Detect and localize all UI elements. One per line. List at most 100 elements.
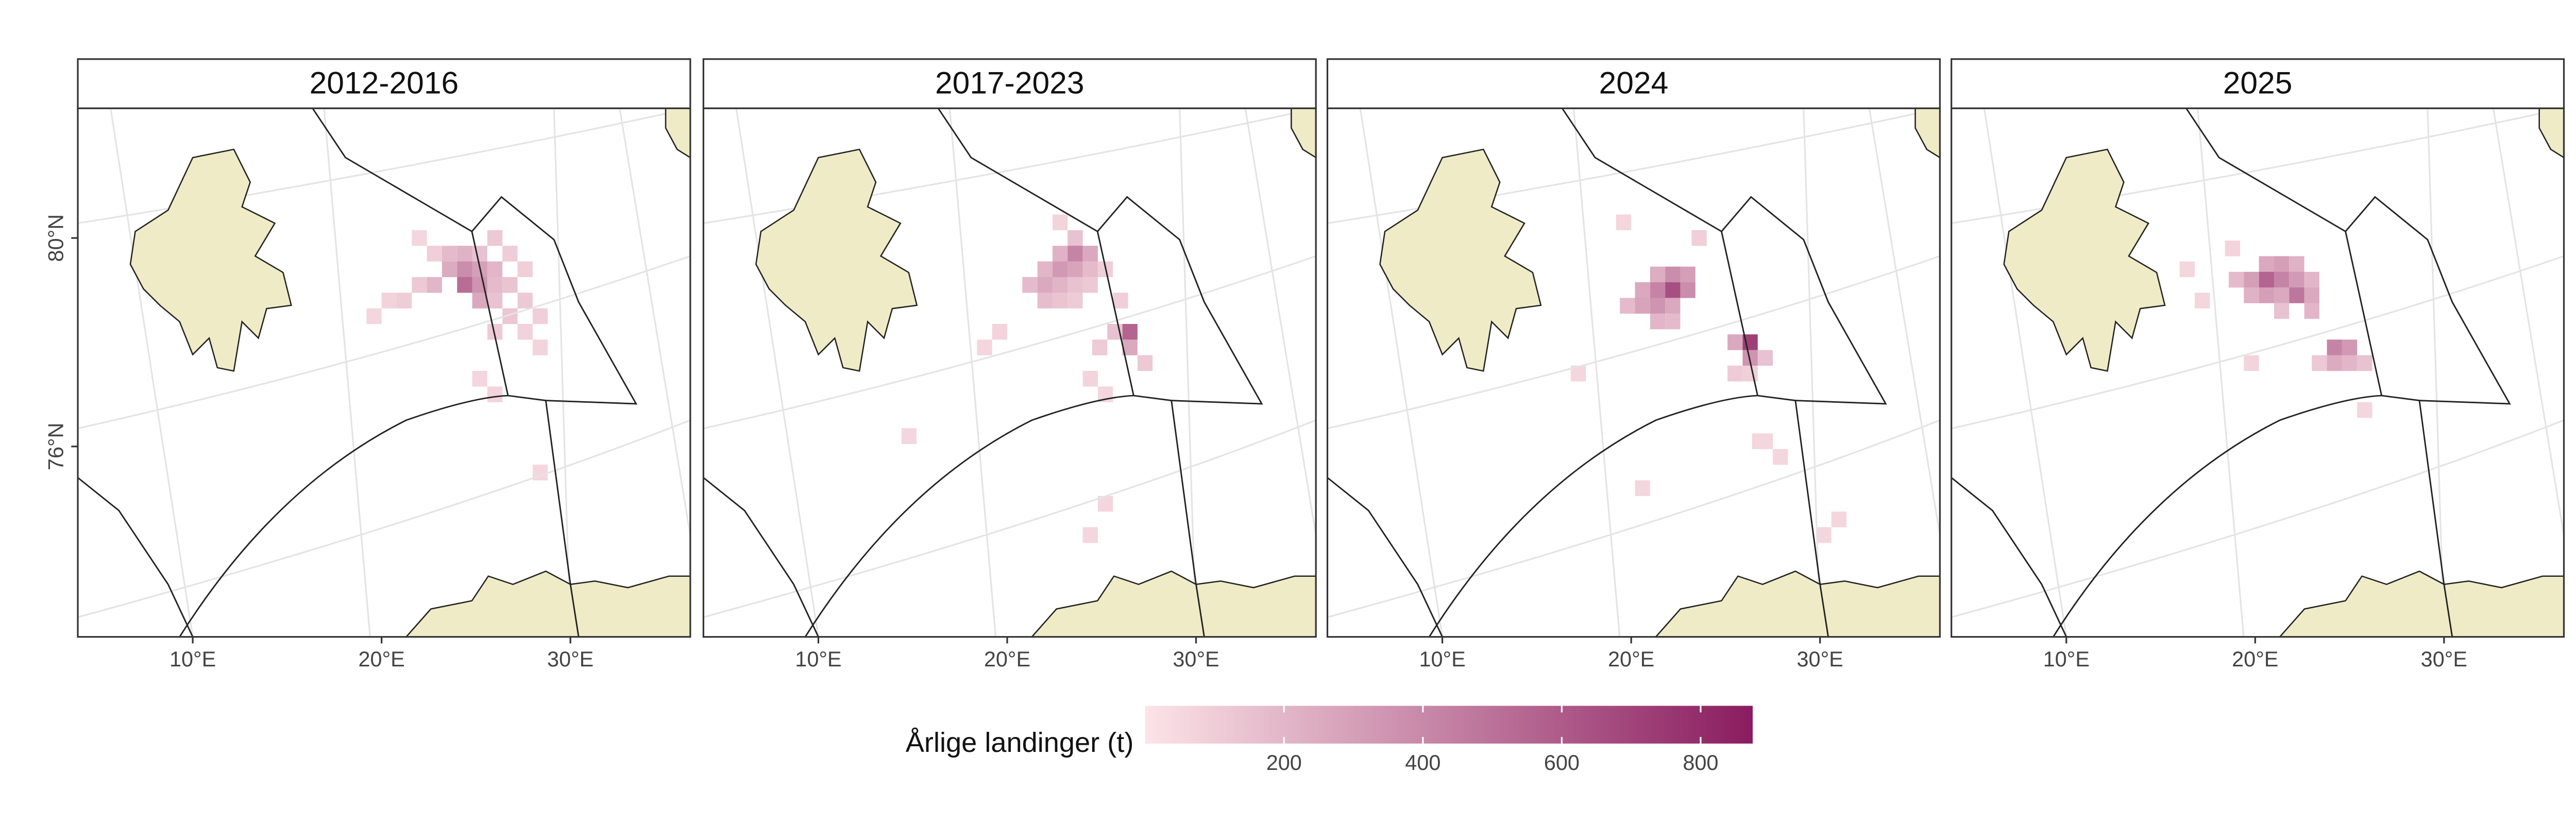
cell [1052,246,1068,262]
cell [1082,371,1098,387]
cells [1570,214,1846,543]
cell [2259,271,2274,288]
cell [977,339,992,355]
map [703,108,1316,637]
cell [1037,261,1053,278]
cell [487,293,503,308]
cell [1067,261,1083,278]
cell [2274,287,2290,303]
cell [1082,527,1098,543]
cell [1082,277,1098,293]
cell [1022,277,1038,293]
cell [457,246,472,262]
cell [1665,313,1681,330]
strip [1951,58,2565,109]
cell [487,261,503,278]
colorbar-label: 600 [1544,750,1580,775]
cell [517,293,533,308]
cell [2289,271,2304,288]
cell [2179,261,2195,278]
cell [457,261,472,278]
cell [532,339,548,355]
x-tick-label: 10°E [2043,647,2090,671]
cells [2179,241,2372,418]
cell [472,246,487,262]
cell [1616,214,1632,231]
cell [2357,402,2372,418]
cell [2304,303,2319,319]
cell [1067,246,1083,262]
cell [442,261,457,278]
cell [381,293,397,308]
y-tick-label: 76°N [43,423,67,471]
cell [1635,480,1650,496]
cell [1067,277,1083,293]
cell [1052,293,1068,308]
cell [1082,246,1098,262]
cell [1831,511,1846,527]
x-tick-label: 10°E [795,647,841,671]
panel: 2017-2023 10°E 20°E 30°E [702,58,1317,671]
legend-title: Årlige landinger (t) [906,727,1134,758]
cell [2357,355,2372,371]
strip [77,58,691,109]
cell [2274,271,2290,288]
cell [1620,298,1635,314]
cell [2342,339,2358,355]
panel-title: 2024 [1599,65,1669,100]
panel-title: 2025 [2223,65,2293,100]
x-tick-label: 20°E [2232,647,2278,671]
cell [1082,261,1098,278]
x-tick-label: 30°E [1797,647,1843,671]
map [1327,108,1940,637]
cell [2327,339,2342,355]
cell [1037,277,1053,293]
x-tick-label: 20°E [358,647,404,671]
cell [1650,313,1666,330]
cell [2244,271,2259,288]
cell [532,308,548,324]
cell [412,277,427,293]
cell [472,293,487,308]
cells [366,230,548,480]
y-tick-label: 80°N [43,214,67,262]
cell [442,246,457,262]
cell [1742,365,1758,382]
cell [1727,365,1743,382]
cell [2244,287,2259,303]
cell [1665,266,1681,283]
cell [2228,271,2244,288]
panel-title: 2012-2016 [310,65,459,100]
panel: 2012-2016 10°E 20°E 30°E [77,58,691,671]
panel-border [702,107,1317,638]
cell [1650,282,1666,298]
panel: 2024 10°E 20°E 30°E [1326,58,1941,671]
cell [2244,355,2259,371]
cell [472,371,487,387]
map [77,108,690,637]
cell [1113,293,1128,308]
colorbar [1145,706,1753,744]
cell [427,246,442,262]
cell [487,277,503,293]
cell [1727,334,1743,350]
cell [1680,266,1696,283]
cell [396,293,412,308]
cell [1067,230,1083,246]
cell [1680,282,1696,298]
cell [487,230,503,246]
map [1951,108,2564,637]
cell [2304,271,2319,288]
cell [2289,256,2304,272]
cell [1052,214,1068,231]
cell [1650,266,1666,283]
cell [1635,298,1650,314]
cell [1816,527,1832,543]
cell [502,246,518,262]
cells [901,214,1153,543]
cell [1052,261,1068,278]
cell [2327,355,2342,371]
cell [1650,298,1666,314]
cell [1137,355,1153,371]
